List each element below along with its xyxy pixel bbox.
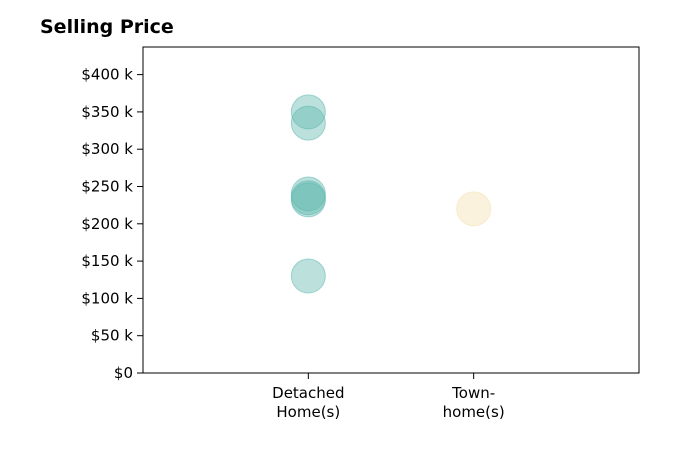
data-point [290,94,326,130]
data-point [290,182,326,218]
data-point [290,105,326,141]
data-point [456,191,492,227]
x-tick-label: Detached Home(s) [272,384,344,421]
y-axis: $0 $50 k $100 k $150 k $200 k $250 k $300 k $35… [81,66,143,382]
x-tick-label-line: Home(s) [276,403,340,421]
y-tick-label: $250 k [81,178,133,196]
y-tick-label: $100 k [81,289,133,307]
data-points [290,94,492,294]
x-tick-label: Town-home(s) [443,384,505,421]
y-tick-label: $50 k [91,327,133,345]
x-axis: Detached Home(s) Town-home(s) [272,373,505,421]
y-tick-label: $150 k [81,252,133,270]
chart-title: Selling Price [40,16,174,38]
y-tick-label: $400 k [81,66,133,84]
y-tick-label: $0 [114,364,133,382]
y-tick-label: $350 k [81,103,133,121]
x-tick-label-line: Town- [451,384,495,402]
data-point [290,258,326,294]
y-tick-label: $200 k [81,215,133,233]
x-tick-label-line: home(s) [443,403,505,421]
plot-frame [142,46,640,374]
y-tick-label: $300 k [81,140,133,158]
x-tick-label-line: Detached [272,384,344,402]
